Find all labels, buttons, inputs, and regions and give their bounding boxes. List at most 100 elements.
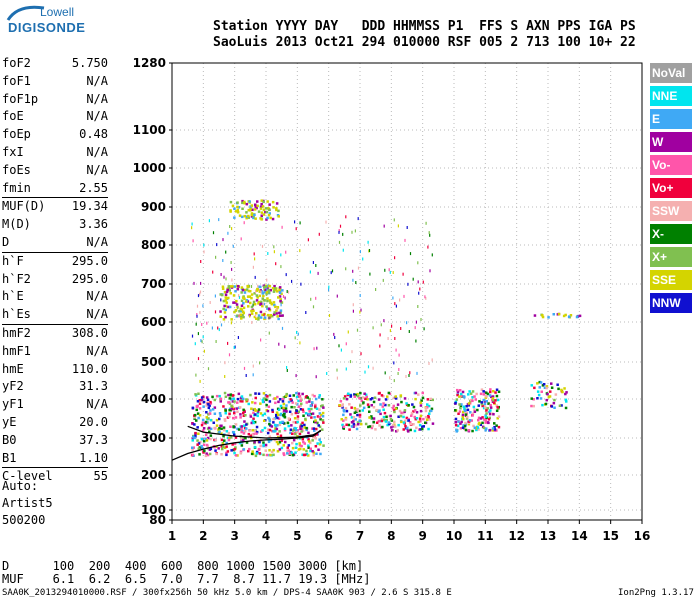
echo-point <box>393 425 397 428</box>
echo-point <box>239 400 242 403</box>
echo-point <box>316 415 320 418</box>
echo-point <box>230 321 232 325</box>
echo-point <box>266 409 270 413</box>
echo-point <box>338 404 341 407</box>
echo-point <box>360 422 363 426</box>
echo-point <box>458 395 461 398</box>
echo-point <box>268 400 272 403</box>
echo-point <box>280 439 283 442</box>
echo-point <box>464 413 468 416</box>
echo-point <box>265 218 268 221</box>
echo-point <box>282 402 286 406</box>
echo-point <box>251 450 254 453</box>
logo-top-text: Lowell <box>40 5 75 19</box>
echo-point <box>222 405 225 408</box>
echo-point <box>372 406 376 409</box>
echo-point <box>356 395 360 398</box>
echo-point <box>460 403 463 406</box>
param-row: yF2 31.3 <box>2 378 108 396</box>
echo-point <box>357 423 360 426</box>
echo-point <box>299 397 303 400</box>
echo-point <box>267 440 271 444</box>
echo-point <box>223 311 227 314</box>
echo-point <box>246 295 250 298</box>
echo-point <box>206 321 208 325</box>
echo-point <box>258 285 261 288</box>
echo-point <box>340 404 344 408</box>
echo-point <box>298 395 302 398</box>
echo-point <box>530 397 533 400</box>
echo-point <box>254 401 257 405</box>
echo-point <box>398 353 400 357</box>
echo-point <box>417 305 419 308</box>
echo-point <box>248 295 251 298</box>
echo-point <box>355 427 359 431</box>
echo-point <box>471 399 474 403</box>
echo-point <box>278 430 281 433</box>
echo-point <box>225 445 228 448</box>
echo-point <box>379 403 382 406</box>
echo-point <box>563 387 566 390</box>
echo-point <box>262 208 266 211</box>
echo-point <box>253 252 255 256</box>
echo-point <box>277 215 280 218</box>
echo-point <box>230 404 233 408</box>
echo-point <box>257 314 261 317</box>
param-row: foE N/A <box>2 108 108 126</box>
echo-point <box>296 330 298 334</box>
echo-point <box>558 404 562 407</box>
echo-point <box>206 453 210 457</box>
echo-point <box>260 199 263 202</box>
echo-point <box>341 403 344 406</box>
echo-point <box>294 411 298 415</box>
echo-point <box>258 294 262 298</box>
echo-point <box>397 372 399 375</box>
echo-point <box>215 340 217 343</box>
echo-point <box>321 411 325 415</box>
echo-point <box>208 430 211 433</box>
echo-point <box>430 407 434 411</box>
echo-point <box>300 282 302 286</box>
echo-point <box>483 402 487 406</box>
echo-point <box>275 413 278 417</box>
echo-point <box>343 395 347 398</box>
echo-point <box>274 305 277 309</box>
echo-point <box>338 230 340 234</box>
param-name: D <box>2 234 10 249</box>
echo-point <box>541 315 545 319</box>
echo-point <box>359 391 362 395</box>
echo-point <box>199 311 201 315</box>
echo-point <box>391 425 395 428</box>
echo-point <box>260 202 263 206</box>
echo-point <box>280 446 284 450</box>
echo-point <box>262 441 265 444</box>
param-name: h`F <box>2 253 24 268</box>
echo-point <box>232 294 236 297</box>
echo-point <box>379 344 381 348</box>
echo-point <box>360 308 362 312</box>
echo-point <box>390 426 393 429</box>
echo-point <box>569 314 573 317</box>
echo-point <box>276 432 279 436</box>
echo-point <box>533 314 537 317</box>
echo-point <box>495 394 499 398</box>
echo-point <box>384 398 388 401</box>
echo-point <box>240 299 244 302</box>
echo-point <box>244 288 247 292</box>
echo-point <box>299 408 303 411</box>
echo-point <box>267 405 271 408</box>
echo-point <box>268 393 272 397</box>
echo-point <box>394 256 396 260</box>
echo-point <box>310 297 312 301</box>
echo-point <box>263 316 267 319</box>
echo-point <box>279 413 282 417</box>
echo-point <box>238 294 240 298</box>
echo-point <box>195 322 197 326</box>
echo-point <box>403 409 407 412</box>
echo-point <box>299 404 302 407</box>
echo-point <box>204 437 207 441</box>
param-value: 31.3 <box>79 379 108 394</box>
echo-point <box>274 401 277 405</box>
echo-point <box>275 415 278 418</box>
echo-point <box>314 397 318 401</box>
